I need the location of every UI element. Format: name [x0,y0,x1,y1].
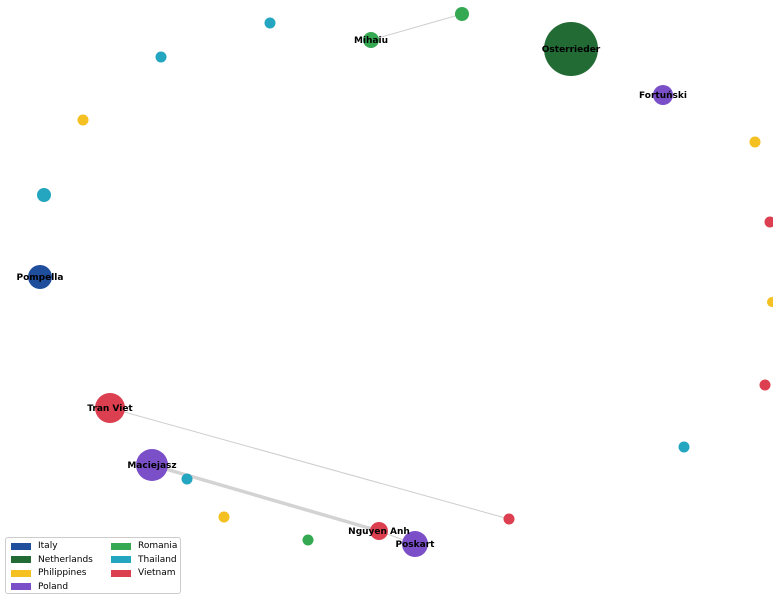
node-label-nguyen-anh: Nguyen Anh [348,527,410,537]
legend-item-philippines: Philippines [11,568,87,578]
legend-swatch-italy [11,542,31,550]
node-tran-viet[interactable] [95,393,125,423]
edge-mihaiu-n3 [370,13,463,41]
node-poskart[interactable] [402,531,428,557]
legend-item-romania: Romania [111,541,177,551]
node-label-tran-viet: Tran Viet [87,404,133,414]
node-pompella[interactable] [28,265,52,289]
legend-swatch-philippines [11,569,31,577]
node-n2[interactable] [155,51,167,63]
node-n4[interactable] [77,114,89,126]
node-label-maciejasz: Maciejasz [127,461,176,471]
legend-label-philippines: Philippines [38,568,87,578]
node-fortunski[interactable] [653,85,673,105]
node-n8[interactable] [767,297,773,307]
node-n14[interactable] [302,534,314,546]
legend-label-vietnam: Vietnam [138,568,176,578]
node-n7[interactable] [764,216,773,228]
node-osterrieder[interactable] [544,22,598,76]
node-label-fortunski: Fortuński [639,91,687,101]
legend-swatch-netherlands [11,556,31,563]
edge-tran-viet-n11 [109,407,510,520]
node-n6[interactable] [749,136,761,148]
node-n13[interactable] [218,511,230,523]
node-label-mihaiu: Mihaiu [354,36,388,46]
node-label-osterrieder: Osterrieder [542,45,601,55]
legend: Italy Netherlands Philippines Poland Rom… [5,537,181,594]
node-label-pompella: Pompella [17,273,64,283]
node-n12[interactable] [181,473,193,485]
node-n1[interactable] [264,17,276,29]
node-mihaiu[interactable] [363,32,379,48]
legend-swatch-romania [111,542,131,550]
node-n3[interactable] [455,7,469,21]
node-maciejasz[interactable] [136,449,168,481]
node-n11[interactable] [503,513,515,525]
legend-swatch-thailand [111,556,131,563]
legend-label-poland: Poland [38,581,69,592]
legend-item-italy: Italy [11,541,58,551]
legend-item-thailand: Thailand [111,555,177,565]
legend-item-netherlands: Netherlands [11,555,93,565]
legend-label-netherlands: Netherlands [38,554,93,565]
legend-label-italy: Italy [38,541,58,551]
legend-label-romania: Romania [138,541,178,551]
legend-item-poland: Poland [11,582,68,592]
node-label-poskart: Poskart [396,540,436,550]
nodes-layer [28,7,773,557]
legend-label-thailand: Thailand [138,554,177,565]
node-n5[interactable] [37,188,51,202]
labels-layer: Osterrieder Mihaiu Fortuński Pompella Tran V… [17,36,687,550]
node-n10[interactable] [678,441,690,453]
node-nguyen-anh[interactable] [370,522,388,540]
node-n9[interactable] [759,379,771,391]
legend-swatch-poland [11,583,31,590]
legend-item-vietnam: Vietnam [111,568,176,578]
legend-swatch-vietnam [111,569,131,577]
